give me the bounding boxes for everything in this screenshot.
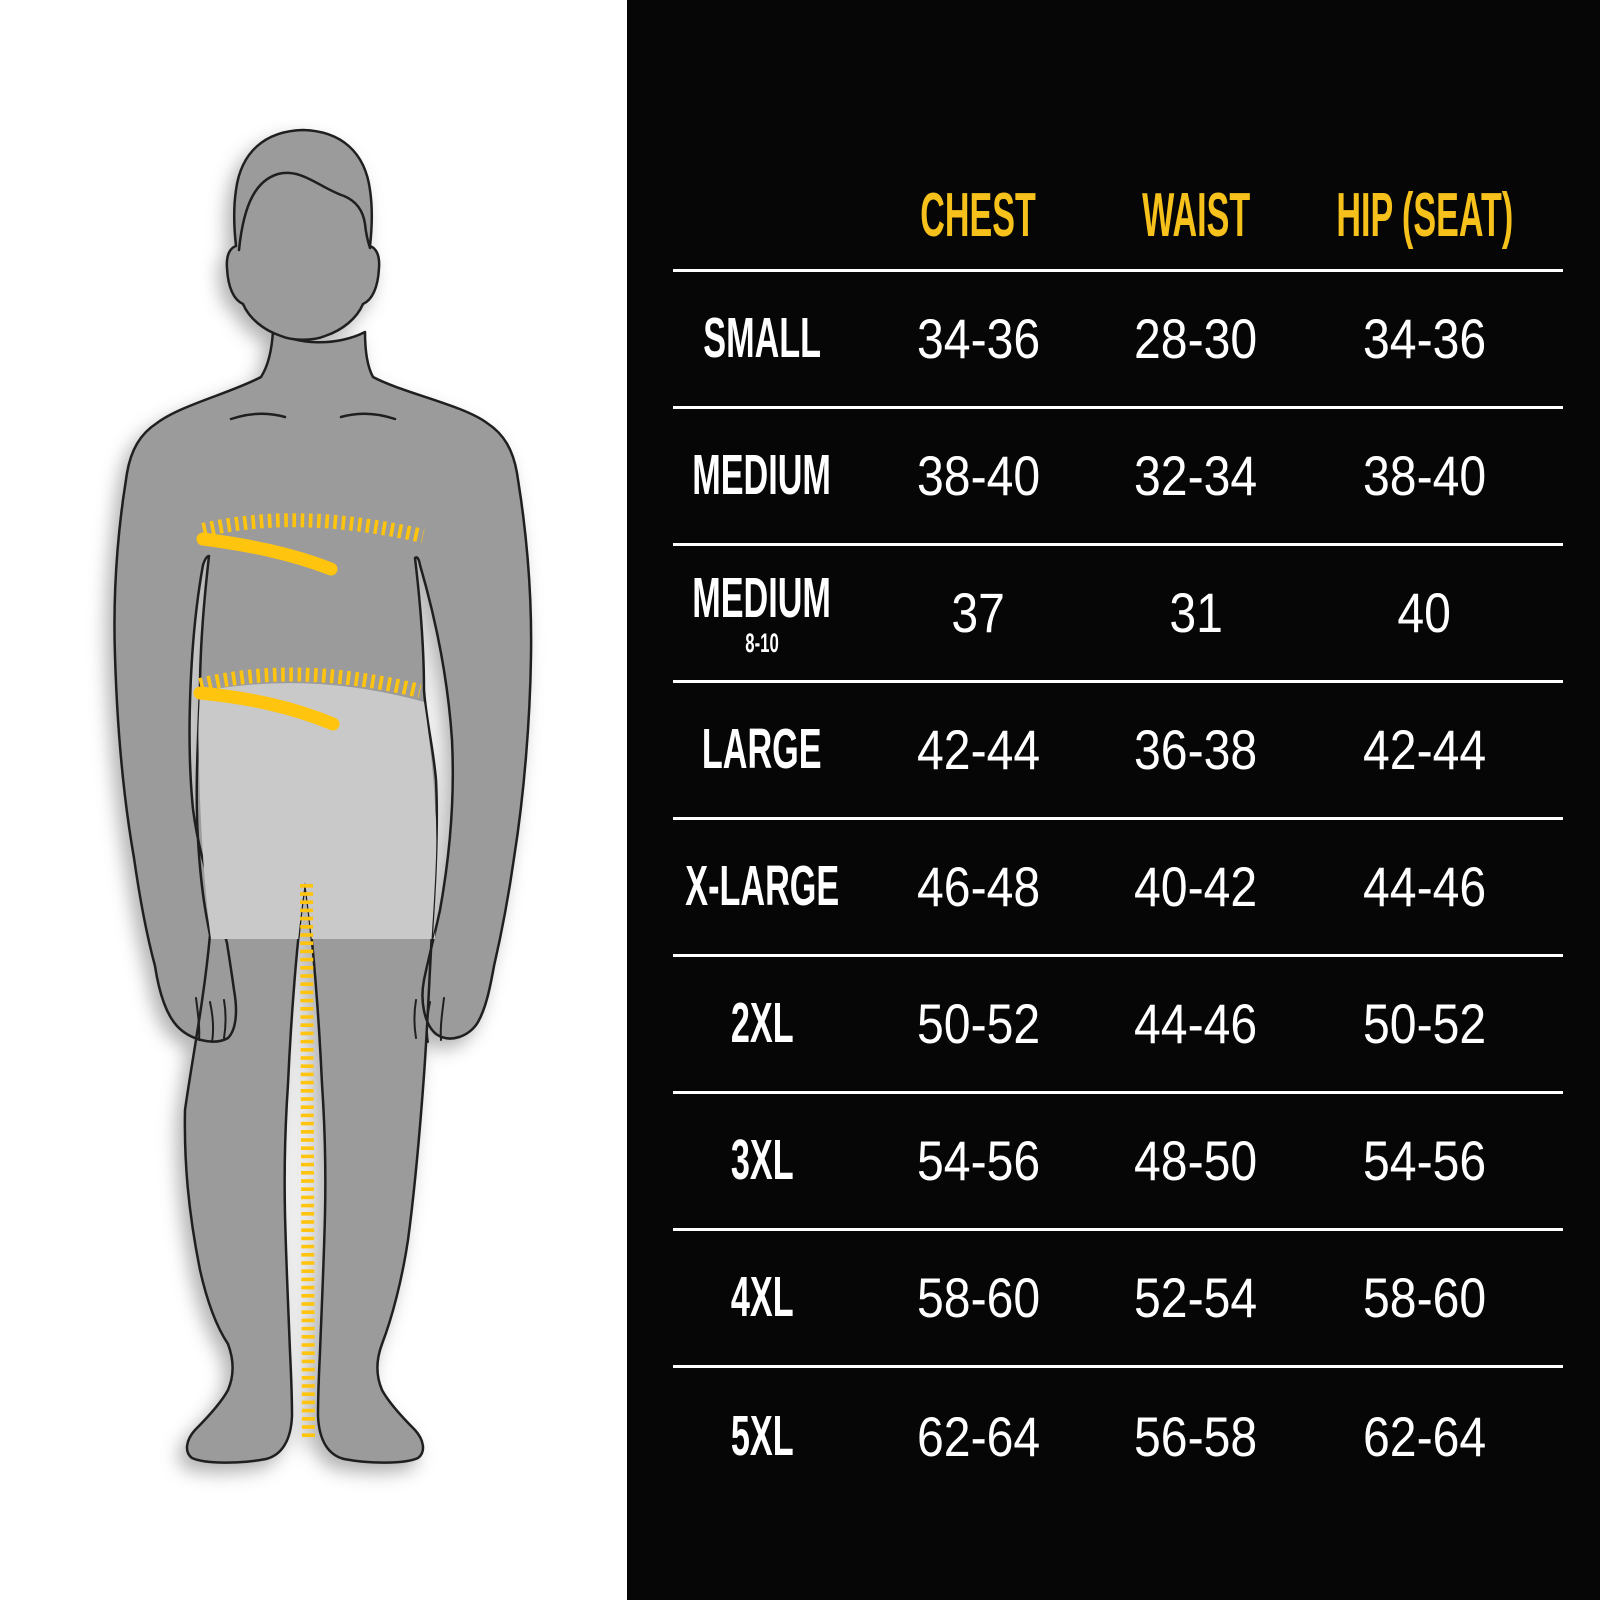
waist-value: 56-58 (1134, 1404, 1258, 1468)
inseam-tape-icon (300, 883, 315, 1442)
size-sublabel: 8-10 (745, 628, 779, 659)
hip-value: 38-40 (1362, 444, 1487, 507)
male-body-silhouette (113, 128, 533, 1464)
size-label: 4XL (730, 1265, 794, 1330)
shorts-shape (198, 683, 437, 939)
table-row: SMALL 34-36 28-30 34-36 (673, 272, 1563, 409)
hip-value: 62-64 (1362, 1404, 1487, 1468)
size-label: MEDIUM (692, 443, 832, 508)
size-table: CHEST WAIST HIP (SEAT) SMALL 34-36 28-30… (673, 0, 1563, 1505)
head (225, 128, 381, 341)
hair-strokes (237, 171, 372, 252)
waist-value: 32-34 (1134, 444, 1258, 507)
table-panel: CHEST WAIST HIP (SEAT) SMALL 34-36 28-30… (627, 0, 1600, 1600)
column-header-waist: WAIST (1142, 181, 1250, 250)
hip-value: 42-44 (1362, 718, 1487, 781)
hip-value: 44-46 (1362, 855, 1487, 918)
collarbone-right-stroke (339, 412, 397, 421)
chest-value: 50-52 (916, 992, 1041, 1055)
chest-value: 46-48 (916, 855, 1041, 918)
table-row: X-LARGE 46-48 40-42 44-46 (673, 820, 1563, 957)
size-label: 5XL (730, 1403, 794, 1468)
header-spacer (673, 0, 851, 269)
hip-value: 54-56 (1362, 1129, 1487, 1192)
waist-tape-band (193, 686, 340, 731)
chest-value: 62-64 (916, 1404, 1041, 1468)
hip-value: 58-60 (1362, 1266, 1487, 1329)
hip-value: 40 (1397, 581, 1452, 644)
size-label: 2XL (730, 991, 794, 1056)
waist-value: 44-46 (1134, 992, 1258, 1055)
size-label: MEDIUM (692, 565, 832, 630)
table-row: LARGE 42-44 36-38 42-44 (673, 683, 1563, 820)
hip-value: 34-36 (1362, 307, 1487, 370)
column-header-chest: CHEST (920, 181, 1037, 250)
chest-value: 54-56 (916, 1129, 1041, 1192)
table-row: 4XL 58-60 52-54 58-60 (673, 1231, 1563, 1368)
hip-value: 50-52 (1362, 992, 1487, 1055)
size-label: X-LARGE (685, 854, 839, 919)
waist-value: 40-42 (1134, 855, 1258, 918)
waist-tape-icon (198, 667, 422, 698)
size-label: SMALL (703, 306, 821, 371)
illustration-panel (0, 0, 627, 1600)
collarbone-left-stroke (229, 412, 287, 421)
column-header-hip: HIP (SEAT) (1336, 181, 1513, 250)
chest-tape-band (196, 532, 338, 576)
chest-value: 34-36 (916, 307, 1041, 370)
table-row: 2XL 50-52 44-46 50-52 (673, 957, 1563, 1094)
waist-value: 48-50 (1134, 1129, 1258, 1192)
chest-value: 37 (951, 581, 1006, 644)
table-row: 5XL 62-64 56-58 62-64 (673, 1368, 1563, 1505)
finger-strokes-left (195, 997, 227, 1043)
finger-strokes-right (413, 997, 445, 1043)
table-row: MEDIUM 8-10 37 31 40 (673, 546, 1563, 683)
table-row: 3XL 54-56 48-50 54-56 (673, 1094, 1563, 1231)
size-label: LARGE (702, 717, 822, 782)
waist-value: 31 (1169, 581, 1223, 644)
waist-value: 52-54 (1134, 1266, 1258, 1329)
chest-value: 58-60 (916, 1266, 1041, 1329)
waist-value: 36-38 (1134, 718, 1258, 781)
waist-value: 28-30 (1134, 307, 1258, 370)
chest-value: 38-40 (916, 444, 1041, 507)
table-row: MEDIUM 38-40 32-34 38-40 (673, 409, 1563, 546)
size-label: 3XL (730, 1128, 794, 1193)
table-header-row: CHEST WAIST HIP (SEAT) (673, 0, 1563, 272)
chest-value: 42-44 (916, 718, 1041, 781)
